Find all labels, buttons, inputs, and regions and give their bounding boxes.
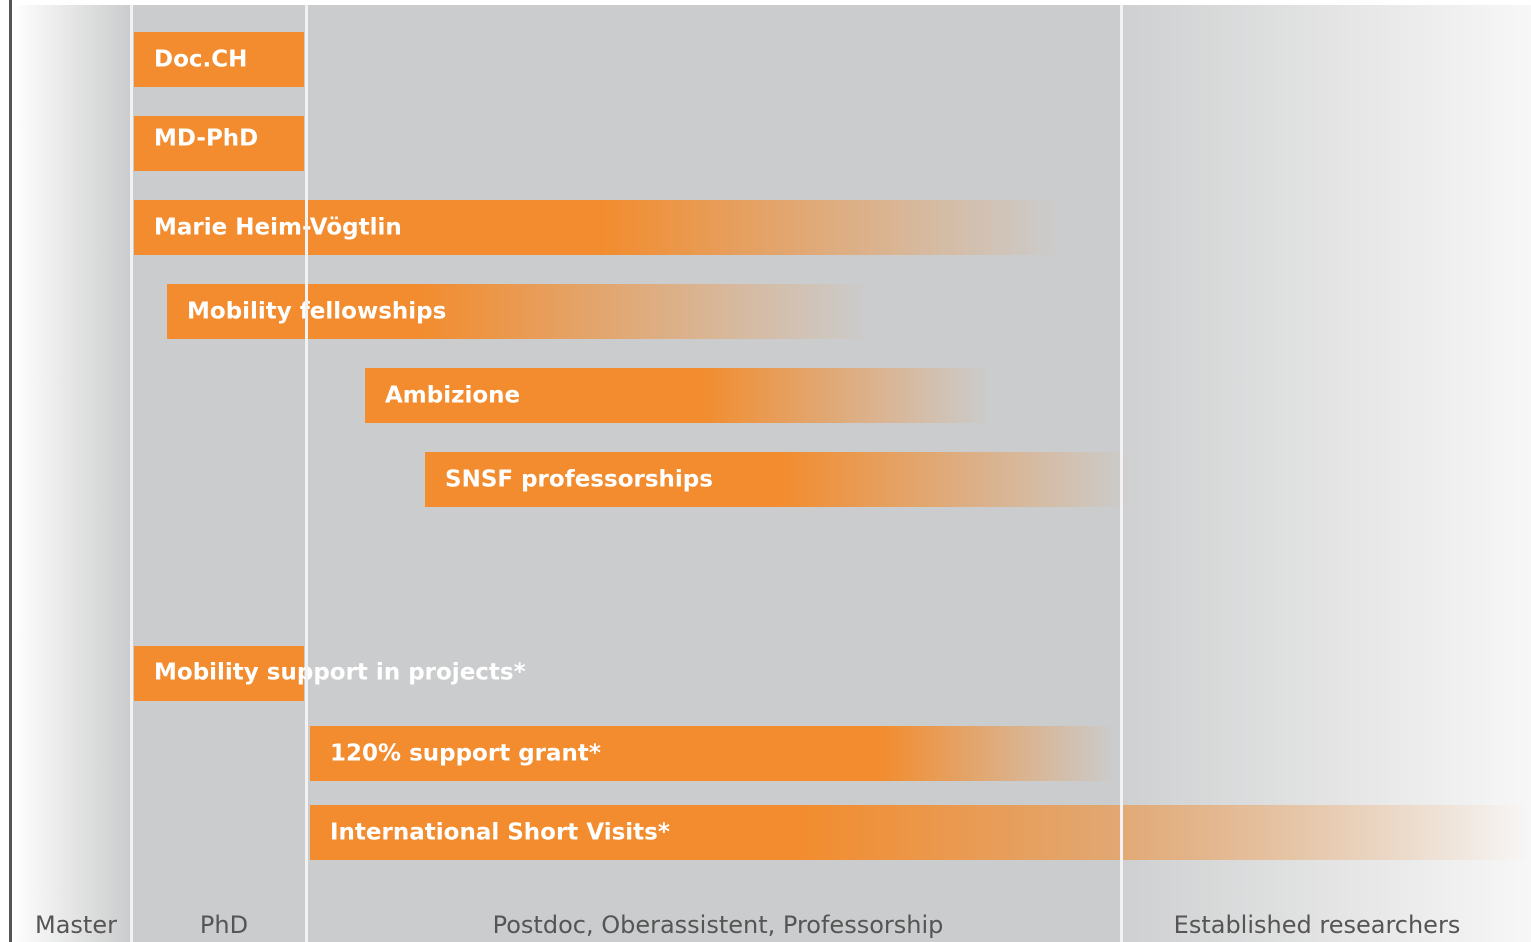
bar [310, 726, 1115, 781]
program-label: International Short Visits* [330, 820, 670, 846]
bar [167, 284, 870, 339]
divider [305, 5, 308, 942]
bar [134, 200, 1060, 255]
stage-label: Established researchers [1174, 911, 1461, 939]
program-label: 120% support grant* [330, 741, 601, 767]
program-label: Ambizione [385, 383, 520, 409]
stage-label: Postdoc, Oberassistent, Professorship [493, 911, 944, 939]
program-label: Mobility fellowships [187, 299, 446, 325]
established-column [1123, 5, 1531, 942]
program-label: Mobility support in projects* [154, 660, 526, 686]
program-label: Marie Heim-Vögtlin [154, 215, 402, 241]
program-label: SNSF professorships [445, 467, 713, 493]
bar [425, 452, 1130, 507]
bar [134, 646, 304, 701]
axis-line [9, 0, 12, 942]
program-label: Doc.CH [154, 47, 247, 73]
stage-label: Master [35, 911, 117, 939]
stage-label: PhD [200, 911, 248, 939]
divider [1120, 5, 1123, 942]
program-label: MD-PhD [154, 126, 258, 152]
bar [310, 805, 1531, 860]
divider [130, 5, 133, 942]
bar [365, 368, 990, 423]
bar [134, 116, 304, 171]
master-column [12, 5, 131, 942]
bar [134, 32, 304, 87]
